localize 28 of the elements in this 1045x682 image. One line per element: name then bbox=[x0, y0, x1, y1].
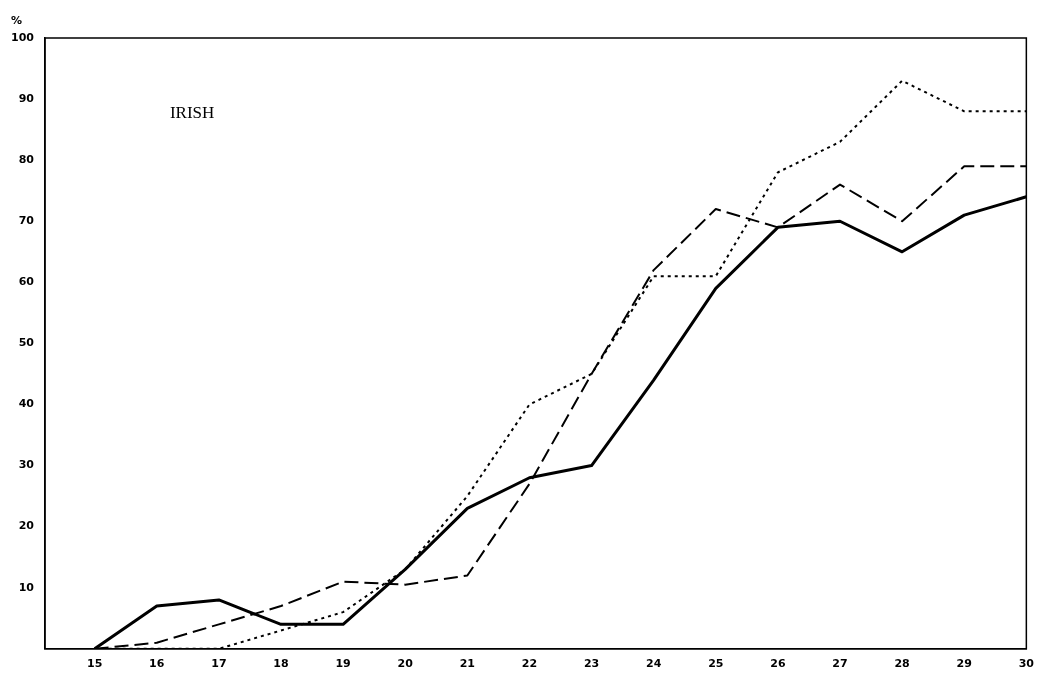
y-axis-title: % bbox=[10, 14, 22, 27]
x-tick-label: 25 bbox=[708, 657, 724, 671]
x-tick-label: 30 bbox=[1018, 657, 1035, 671]
x-tick-label: 18 bbox=[273, 657, 289, 671]
x-tick-label: 19 bbox=[335, 657, 351, 671]
y-tick-label: 70 bbox=[18, 214, 35, 228]
x-tick-label: 15 bbox=[87, 657, 103, 671]
y-tick-label: 20 bbox=[18, 519, 35, 533]
x-tick-label: 28 bbox=[894, 657, 910, 671]
x-tick-label: 27 bbox=[832, 657, 848, 671]
y-tick-label: 80 bbox=[18, 153, 35, 167]
x-tick-label: 29 bbox=[956, 657, 972, 671]
x-tick-label: 26 bbox=[770, 657, 786, 671]
x-tick-label: 16 bbox=[149, 657, 165, 671]
y-tick-label: 50 bbox=[18, 336, 35, 350]
y-tick-label: 10 bbox=[18, 580, 35, 594]
annotation: IRISH bbox=[169, 103, 215, 122]
y-tick-label: 90 bbox=[18, 91, 35, 105]
x-tick-label: 17 bbox=[211, 657, 227, 671]
y-tick-label: 100 bbox=[10, 30, 35, 44]
x-tick-label: 20 bbox=[397, 657, 414, 671]
y-tick-label: 40 bbox=[18, 397, 35, 411]
x-tick-label: 24 bbox=[646, 657, 662, 671]
x-tick-label: 22 bbox=[521, 657, 538, 671]
y-tick-label: 30 bbox=[18, 458, 35, 472]
y-tick-label: 60 bbox=[18, 275, 35, 289]
x-tick-label: 21 bbox=[459, 657, 475, 671]
x-tick-label: 23 bbox=[583, 657, 600, 671]
